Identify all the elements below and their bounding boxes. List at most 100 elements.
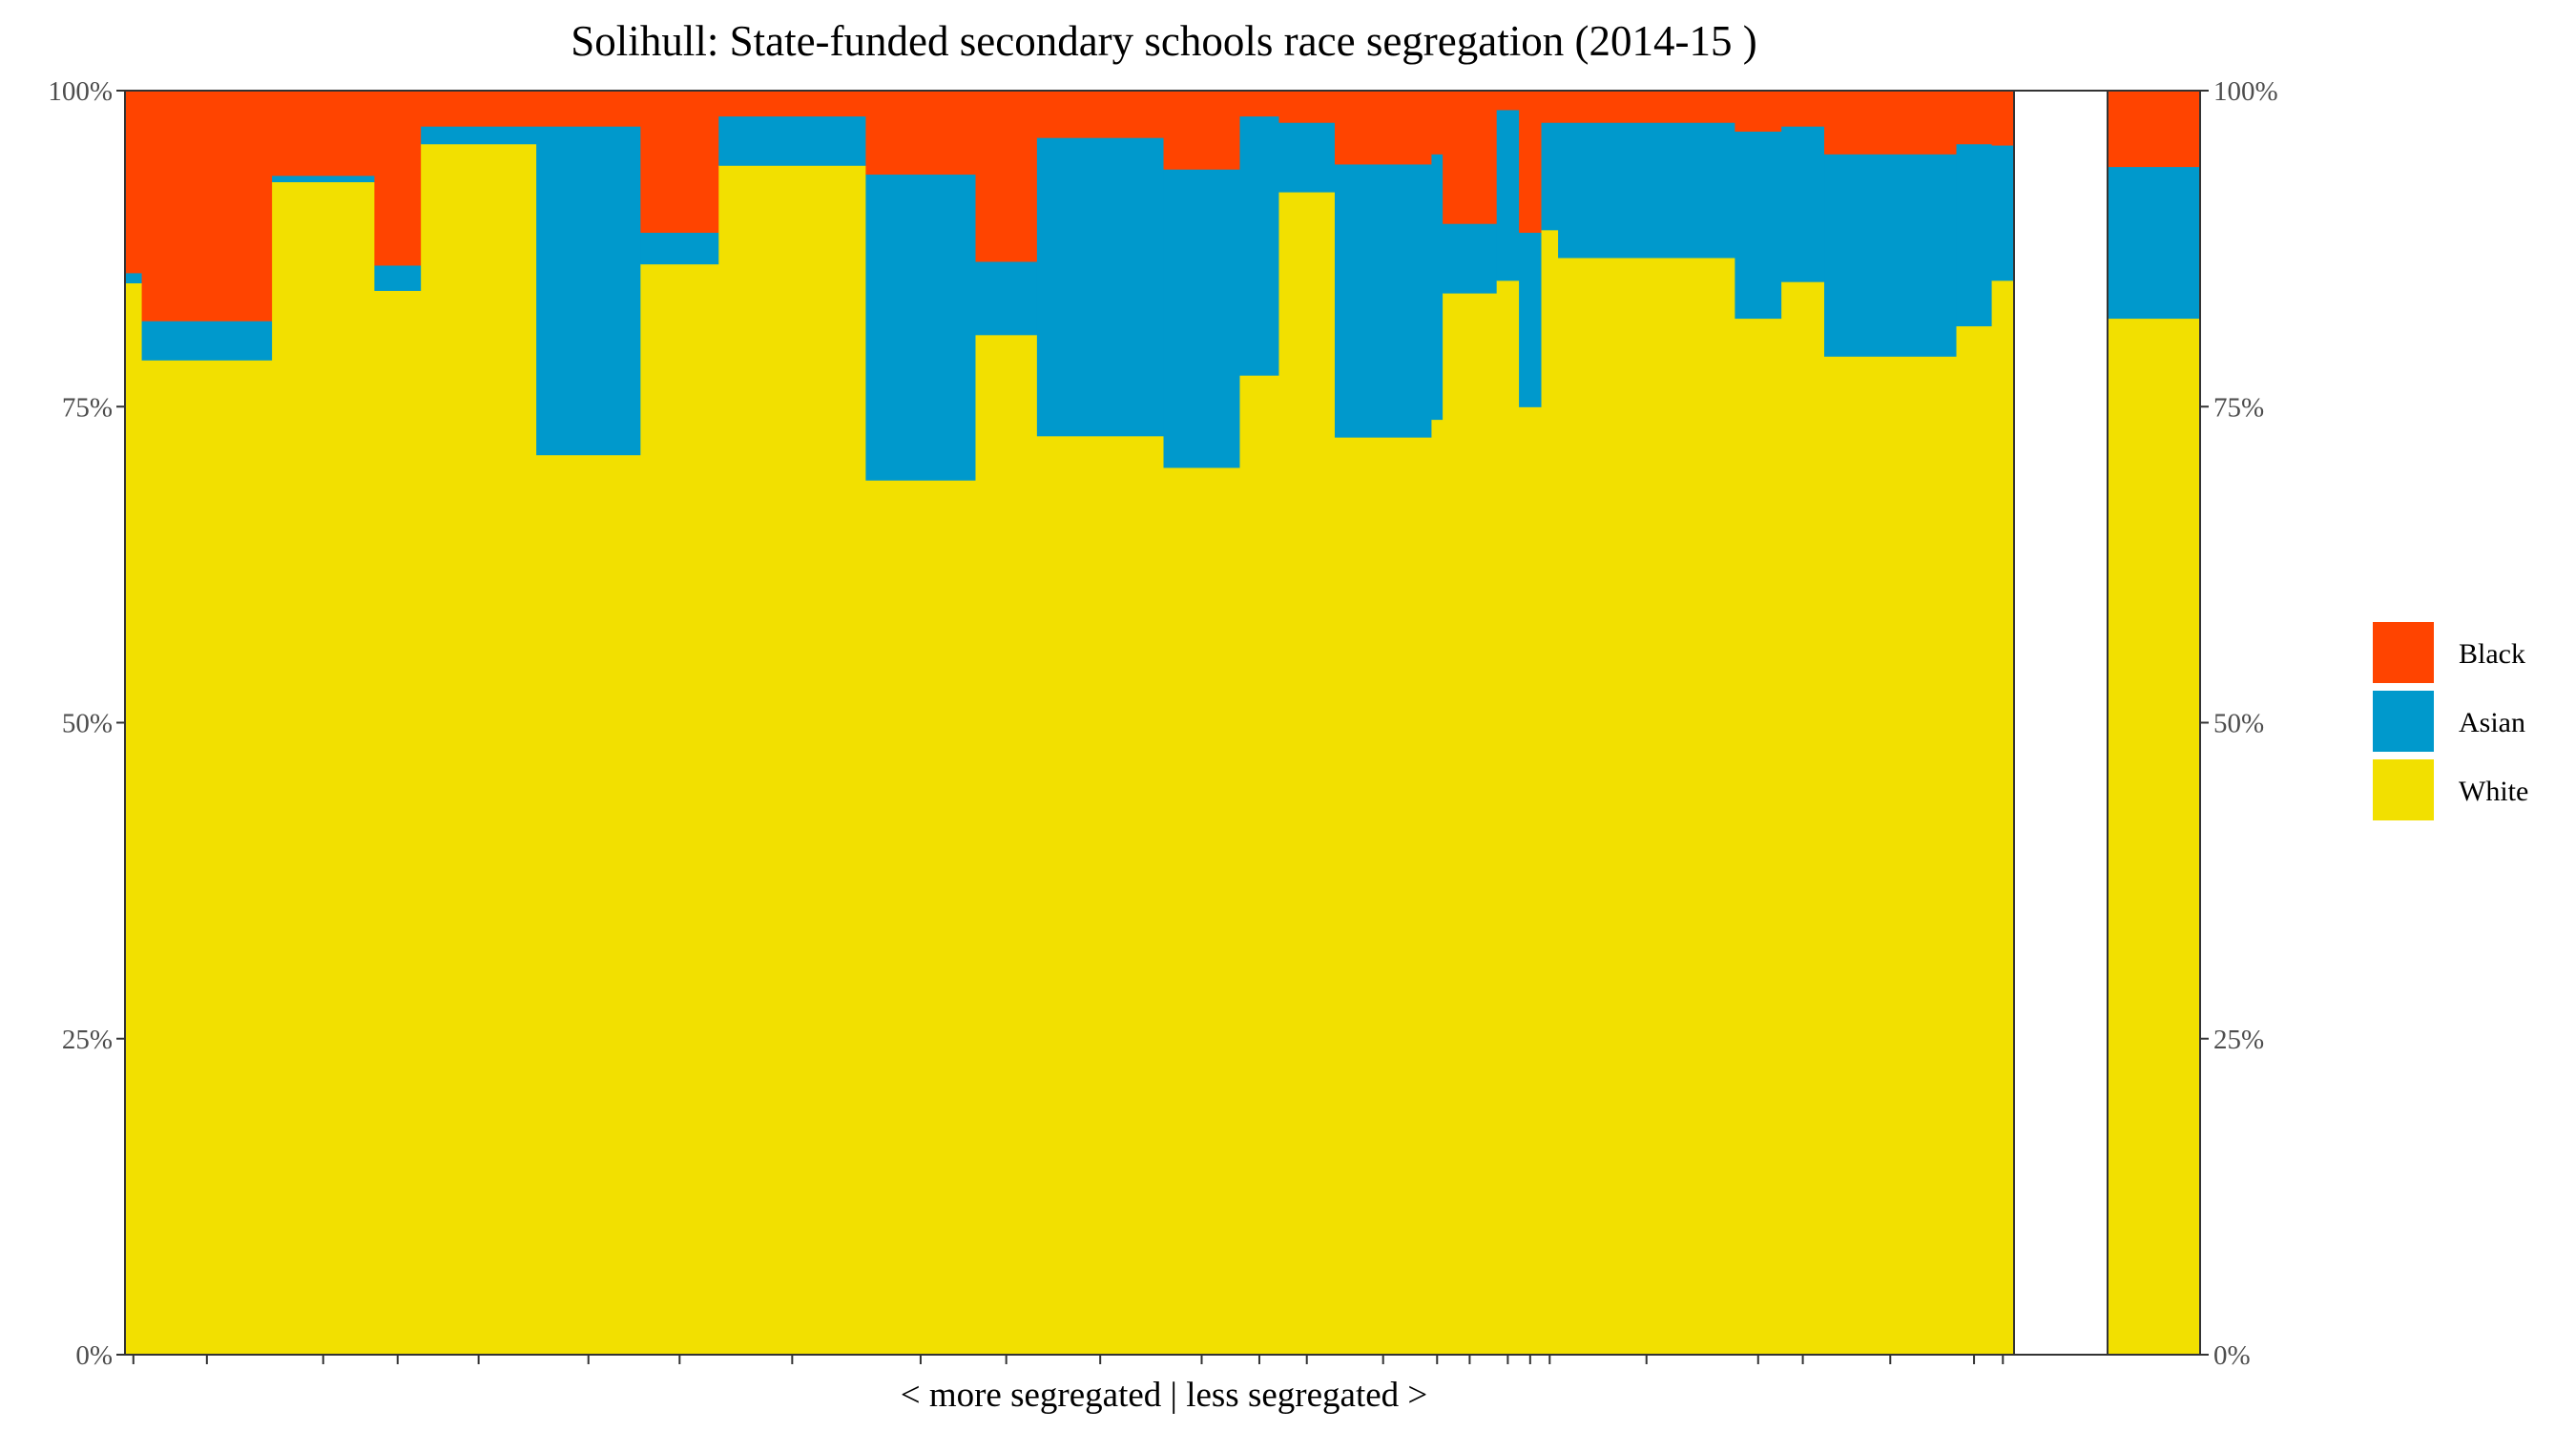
bar-white-school-3 [272, 181, 375, 1356]
y-tick-label-left: 75% [62, 392, 113, 423]
bar-white-school-2 [141, 360, 273, 1356]
bar-black-school-24 [1824, 91, 1958, 155]
gap-panel-border [2013, 90, 2109, 1356]
x-axis-ticks [132, 1355, 2005, 1364]
bar-black-school-12 [1163, 91, 1241, 170]
bar-asian-school-12 [1163, 169, 1241, 468]
y-tick-label-right: 75% [2213, 392, 2264, 423]
bar-black-overall [2108, 91, 2200, 168]
y-tick-label-left: 50% [62, 709, 113, 739]
bar-white-school-14 [1278, 192, 1336, 1356]
bar-asian-school-15 [1334, 163, 1433, 438]
bar-white-school-8 [718, 165, 866, 1356]
bar-white-school-22 [1735, 318, 1782, 1356]
bar-black-school-18 [1496, 91, 1520, 111]
bar-white-school-13 [1239, 375, 1280, 1356]
bar-black-school-20 [1541, 91, 1559, 123]
y-tick-label-right: 25% [2213, 1025, 2264, 1055]
bar-black-school-21 [1558, 91, 1735, 123]
bar-asian-school-19 [1519, 232, 1543, 407]
bar-black-school-26 [1991, 91, 2015, 146]
bar-asian-school-16 [1431, 154, 1444, 421]
bar-white-school-21 [1558, 257, 1735, 1356]
bar-black-school-13 [1239, 91, 1280, 117]
legend-key-white [2373, 759, 2434, 820]
bar-asian-school-4 [374, 264, 422, 291]
main-panel [125, 91, 2015, 1356]
y-tick-label-right: 100% [2213, 76, 2278, 107]
bar-black-school-9 [865, 91, 977, 176]
legend-key-black [2373, 622, 2434, 683]
bar-asian-school-21 [1558, 122, 1735, 259]
bar-white-school-18 [1496, 280, 1520, 1356]
bar-asian-school-5 [421, 126, 537, 145]
y-axis-left: 0% 25% 50% 75% 100% [48, 76, 125, 1371]
bar-asian-school-7 [640, 232, 719, 265]
bar-black-school-1 [125, 91, 143, 274]
y-axis-right: 0% 25% 50% 75% 100% [2200, 76, 2278, 1371]
bar-black-school-8 [718, 91, 866, 117]
bar-white-school-4 [374, 290, 422, 1356]
bar-white-school-20 [1541, 229, 1559, 1356]
bar-black-school-7 [640, 91, 719, 233]
bar-black-school-2 [141, 91, 273, 321]
bar-white-school-7 [640, 263, 719, 1356]
legend-label-white: White [2459, 776, 2528, 807]
bar-asian-overall [2108, 166, 2200, 320]
bar-asian-school-17 [1443, 223, 1498, 294]
bar-black-school-17 [1443, 91, 1498, 224]
bar-black-school-23 [1781, 91, 1825, 127]
bar-white-school-10 [975, 334, 1038, 1356]
bar-asian-school-22 [1735, 131, 1782, 320]
bar-asian-school-26 [1991, 144, 2015, 281]
bar-black-school-19 [1519, 91, 1543, 233]
y-tick-label-right: 50% [2213, 709, 2264, 739]
y-tick-label-left: 0% [75, 1340, 113, 1371]
legend-label-black: Black [2459, 638, 2525, 670]
bar-asian-school-1 [125, 272, 143, 283]
y-tick-label-right: 0% [2213, 1340, 2251, 1371]
bar-asian-school-14 [1278, 122, 1336, 193]
bar-white-overall [2108, 318, 2200, 1356]
bar-white-school-17 [1443, 293, 1498, 1356]
bar-white-school-16 [1431, 419, 1444, 1356]
bar-white-school-23 [1781, 281, 1825, 1356]
bar-black-school-16 [1431, 91, 1444, 155]
bar-asian-school-2 [141, 321, 273, 361]
bar-white-school-11 [1036, 435, 1165, 1356]
bar-white-school-5 [421, 143, 537, 1356]
bar-asian-school-24 [1824, 154, 1958, 357]
legend: Black Asian White [2373, 622, 2528, 820]
bar-black-school-15 [1334, 91, 1433, 165]
bar-white-school-24 [1824, 356, 1958, 1356]
bar-black-school-11 [1036, 91, 1165, 138]
bar-black-school-25 [1956, 91, 1993, 145]
bar-asian-school-25 [1956, 143, 1993, 327]
bar-black-school-6 [536, 91, 641, 127]
bar-asian-school-6 [536, 126, 641, 456]
bar-asian-school-10 [975, 260, 1038, 336]
bar-white-school-19 [1519, 406, 1543, 1356]
bar-black-school-3 [272, 91, 375, 176]
bar-white-school-15 [1334, 437, 1433, 1356]
bar-asian-school-13 [1239, 115, 1280, 376]
bar-white-school-9 [865, 480, 977, 1356]
legend-label-asian: Asian [2459, 707, 2525, 738]
bar-asian-school-9 [865, 174, 977, 481]
bar-white-school-25 [1956, 325, 1993, 1356]
overall-panel [2108, 91, 2200, 1356]
bar-black-school-4 [374, 91, 422, 266]
bar-white-school-1 [125, 282, 143, 1356]
bar-asian-school-20 [1541, 122, 1559, 231]
bar-white-school-12 [1163, 467, 1241, 1356]
y-tick-label-left: 100% [48, 76, 113, 107]
bar-asian-school-11 [1036, 137, 1165, 437]
bar-black-school-14 [1278, 91, 1336, 123]
bar-black-school-5 [421, 91, 537, 127]
bar-white-school-26 [1991, 280, 2015, 1356]
bar-black-school-10 [975, 91, 1038, 262]
bar-white-school-6 [536, 454, 641, 1356]
bar-black-school-22 [1735, 91, 1782, 132]
legend-key-asian [2373, 691, 2434, 752]
